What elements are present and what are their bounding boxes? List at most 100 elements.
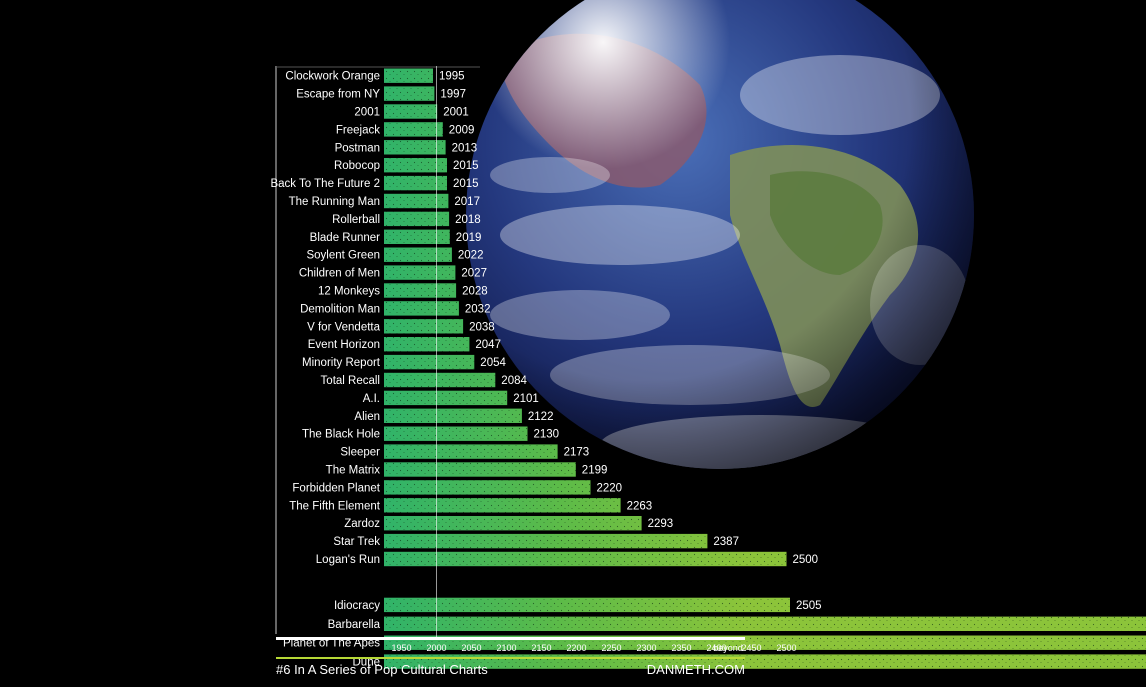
- category-label: 2001: [354, 107, 380, 119]
- value-label: 2505: [796, 600, 822, 612]
- earth-image: [466, 0, 974, 469]
- value-label: 2130: [534, 429, 560, 441]
- category-label: Robocop: [334, 160, 380, 172]
- value-label: 1997: [440, 89, 466, 101]
- bar-texture: [384, 390, 508, 406]
- category-label: V for Vendetta: [307, 321, 380, 333]
- value-label: 2019: [456, 232, 482, 244]
- category-label: Logan's Run: [316, 554, 380, 566]
- category-label: 12 Monkeys: [318, 286, 380, 298]
- value-label: 2015: [453, 178, 479, 190]
- series-label: #6 In A Series of Pop Cultural Charts: [276, 662, 488, 677]
- bar-texture: [384, 516, 642, 531]
- category-label: The Fifth Element: [289, 500, 381, 512]
- bar-texture: [384, 175, 447, 191]
- bar-texture: [384, 122, 443, 137]
- bar-texture: [384, 480, 591, 495]
- category-label: Escape from NY: [296, 89, 380, 101]
- category-label: Blade Runner: [310, 232, 380, 244]
- bar-texture: [384, 319, 464, 334]
- category-label: Freejack: [336, 124, 380, 136]
- value-label: 2122: [528, 411, 554, 423]
- value-label: 2032: [465, 303, 491, 315]
- x-tick-label: beyond: [713, 643, 743, 653]
- category-label: Sleeper: [340, 447, 380, 459]
- footer-rule: [276, 657, 745, 659]
- bar-texture: [384, 86, 435, 101]
- value-label: 2038: [469, 321, 495, 333]
- category-label: Demolition Man: [300, 303, 380, 315]
- bar-texture: [384, 408, 522, 423]
- value-label: 2047: [475, 339, 501, 351]
- x-tick-label: 2450: [741, 643, 761, 653]
- bar-texture: [384, 444, 558, 459]
- category-label: Back To The Future 2: [270, 178, 380, 190]
- x-tick-label: 2500: [776, 643, 796, 653]
- bar-texture: [384, 140, 446, 155]
- category-label: A.I.: [363, 393, 380, 405]
- category-label: Alien: [354, 411, 380, 423]
- bar-texture: [384, 498, 621, 513]
- x-tick-label: 2150: [531, 643, 551, 653]
- category-label: Barbarella: [328, 619, 381, 631]
- category-label: Idiocracy: [334, 600, 380, 612]
- category-label: Minority Report: [302, 357, 381, 369]
- category-label: Postman: [335, 142, 380, 154]
- value-label: 2101: [513, 393, 539, 405]
- bar-texture: [384, 551, 787, 567]
- value-label: 2022: [458, 250, 484, 262]
- bar-texture: [384, 533, 708, 549]
- bar-texture: [384, 597, 790, 613]
- category-label: Rollerball: [332, 214, 380, 226]
- x-tick-label: 2200: [566, 643, 586, 653]
- bar-texture: [384, 283, 457, 298]
- category-label: Zardoz: [344, 518, 380, 530]
- category-label: The Running Man: [289, 196, 380, 208]
- value-label: 2027: [461, 268, 487, 280]
- chart-footer: #6 In A Series of Pop Cultural Charts DA…: [276, 662, 745, 677]
- category-label: Clockwork Orange: [285, 71, 380, 83]
- bar-texture: [384, 247, 452, 262]
- x-tick-label: 2050: [461, 643, 481, 653]
- category-label: Event Horizon: [308, 339, 380, 351]
- bar-texture: [384, 158, 447, 173]
- site-link[interactable]: DANMETH.COM: [646, 662, 745, 677]
- bar-texture: [384, 354, 475, 370]
- bar-texture: [384, 426, 528, 441]
- value-label: 2054: [480, 357, 506, 369]
- category-label: Forbidden Planet: [292, 482, 380, 494]
- value-label: 2028: [462, 286, 488, 298]
- value-label: 2500: [793, 554, 819, 566]
- value-label: 2009: [449, 124, 475, 136]
- bar-texture: [384, 337, 470, 352]
- bar-texture: [384, 211, 450, 227]
- x-tick-label: 2350: [671, 643, 691, 653]
- category-label: Soylent Green: [306, 250, 380, 262]
- x-axis: [276, 637, 745, 640]
- category-label: The Black Hole: [302, 429, 380, 441]
- value-label: 2018: [455, 214, 481, 226]
- bar-texture: [384, 462, 576, 477]
- value-label: 2013: [452, 142, 478, 154]
- x-tick-label: 1950: [391, 643, 411, 653]
- category-label: Children of Men: [299, 268, 380, 280]
- value-label: 2001: [443, 107, 469, 119]
- x-tick-label: 2250: [601, 643, 621, 653]
- category-label: Star Trek: [333, 536, 380, 548]
- bar-texture: [384, 229, 450, 244]
- category-label: The Matrix: [326, 465, 381, 477]
- bar-texture: [384, 68, 433, 83]
- value-label: 1995: [439, 71, 465, 83]
- bar-texture: [384, 616, 1146, 631]
- value-label: 2293: [648, 518, 674, 530]
- x-tick-label: 2100: [496, 643, 516, 653]
- value-label: 2387: [713, 536, 739, 548]
- value-label: 2220: [597, 482, 623, 494]
- bar-texture: [384, 193, 449, 209]
- x-tick-label: 2400: [706, 643, 726, 653]
- value-label: 2173: [564, 447, 590, 459]
- x-tick-label: 2300: [636, 643, 656, 653]
- bar-texture: [384, 265, 456, 280]
- bar-texture: [384, 104, 438, 119]
